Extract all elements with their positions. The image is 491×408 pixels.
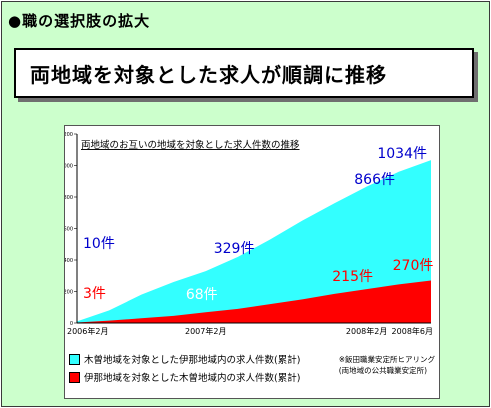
area-series-red bbox=[77, 280, 431, 323]
data-label-cyan: 10件 bbox=[83, 236, 115, 252]
y-tick-label: 800 bbox=[65, 195, 73, 201]
slide-title: 両地域を対象とした求人が順調に推移 bbox=[30, 62, 387, 87]
y-tick-label: 0 bbox=[70, 321, 73, 327]
y-tick-label: 200 bbox=[65, 290, 73, 296]
data-label-cyan: 329件 bbox=[214, 241, 255, 257]
title-box: 両地域を対象とした求人が順調に推移 bbox=[14, 48, 474, 98]
x-tick-label: 2007年2月 bbox=[185, 326, 226, 336]
source-note: ※飯田職業安定所ヒアリング (両地域の公共職業安定所) bbox=[339, 354, 435, 376]
data-label-red: 270件 bbox=[393, 258, 434, 274]
data-label-cyan: 1034件 bbox=[377, 146, 427, 162]
source-line-2: (両地域の公共職業安定所) bbox=[338, 366, 428, 375]
area-series-cyan bbox=[77, 160, 431, 323]
y-tick-label: 600 bbox=[65, 227, 73, 233]
y-tick-label: 1000 bbox=[65, 164, 73, 170]
legend-label-cyan: 木曽地域を対象とした伊那地域内の求人件数(累計) bbox=[84, 355, 301, 366]
data-label-red: 68件 bbox=[186, 287, 218, 303]
x-tick-label: 2006年2月 bbox=[67, 326, 108, 336]
chart-panel: 0 200 400 600 800 1000 1200 2006年2月 2007年2月 2008年… bbox=[64, 125, 440, 399]
x-tick-label: 2008年6月 bbox=[392, 326, 433, 336]
data-label-red: 3件 bbox=[83, 286, 106, 302]
y-tick-label: 400 bbox=[65, 258, 73, 264]
legend-swatch-red bbox=[69, 371, 80, 383]
data-label-red: 215件 bbox=[332, 269, 373, 285]
chart-title: 両地域のお互いの地域を対象とした求人件数の推移 bbox=[81, 139, 300, 151]
section-header: ●職の選択肢の拡大 bbox=[8, 12, 151, 30]
legend-item-red: 伊那地域を対象とした木曽地域内の求人件数(累計) bbox=[69, 370, 300, 384]
area-chart: 0 200 400 600 800 1000 1200 2006年2月 2007年2月 2008年… bbox=[65, 132, 434, 336]
y-tick-label: 1200 bbox=[65, 132, 73, 138]
source-line-1: ※飯田職業安定所ヒアリング bbox=[338, 355, 435, 364]
legend-item-cyan: 木曽地域を対象とした伊那地域内の求人件数(累計) bbox=[69, 352, 300, 366]
legend-label-red: 伊那地域を対象とした木曽地域内の求人件数(累計) bbox=[84, 373, 301, 384]
legend-swatch-cyan bbox=[69, 353, 80, 365]
x-tick-label: 2008年2月 bbox=[346, 326, 387, 336]
data-label-cyan: 866件 bbox=[354, 172, 395, 188]
